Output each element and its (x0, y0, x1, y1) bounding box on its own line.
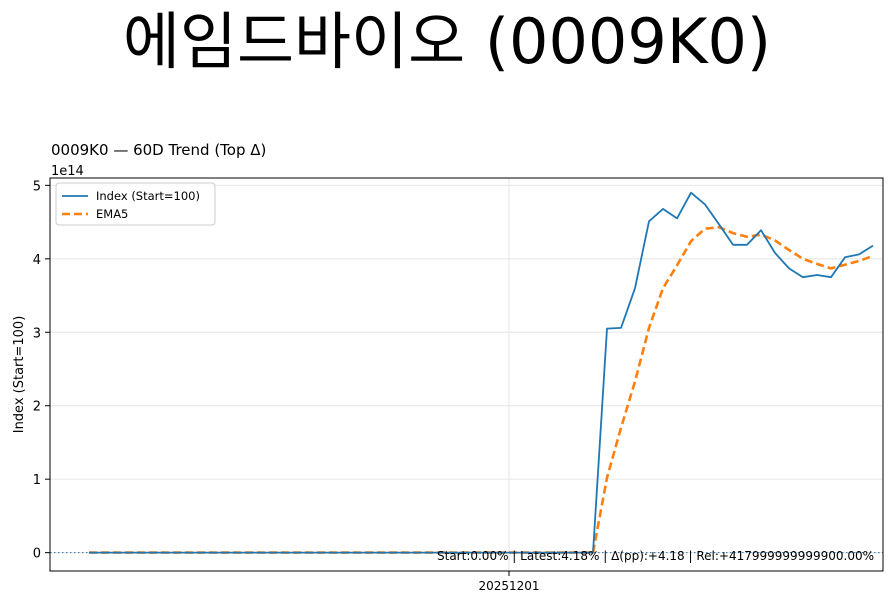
legend-label: EMA5 (96, 207, 128, 221)
y-tick-label: 0 (33, 547, 41, 562)
legend: Index (Start=100) EMA5 (55, 182, 216, 226)
page-title: 에임드바이오 (0009K0) (122, 5, 772, 78)
legend-label: Index (Start=100) (96, 189, 200, 203)
y-tick-label: 3 (33, 326, 41, 341)
y-scale-label: 1e14 (51, 164, 84, 179)
grid (50, 178, 883, 571)
legend-box (55, 182, 216, 226)
y-tick-label: 4 (33, 253, 41, 268)
y-axis-label: Index (Start=100) (12, 316, 27, 434)
ema5-series-line (89, 225, 874, 554)
y-tick-label: 5 (33, 179, 41, 194)
plot-frame (49, 177, 884, 572)
x-axis: 20251201 (478, 571, 540, 593)
y-axis: 0 1 2 3 4 5 (33, 179, 50, 562)
y-tick-label: 1 (33, 473, 41, 488)
stats-annotation: Start:0.00% | Latest:4.18% | Δ(pp):+4.18… (437, 549, 874, 563)
chart-title: 0009K0 — 60D Trend (Top Δ) (51, 141, 266, 159)
index-series-line (89, 191, 874, 554)
series-layer (89, 191, 874, 554)
x-tick-label: 20251201 (478, 579, 539, 593)
y-tick-label: 2 (33, 400, 41, 415)
